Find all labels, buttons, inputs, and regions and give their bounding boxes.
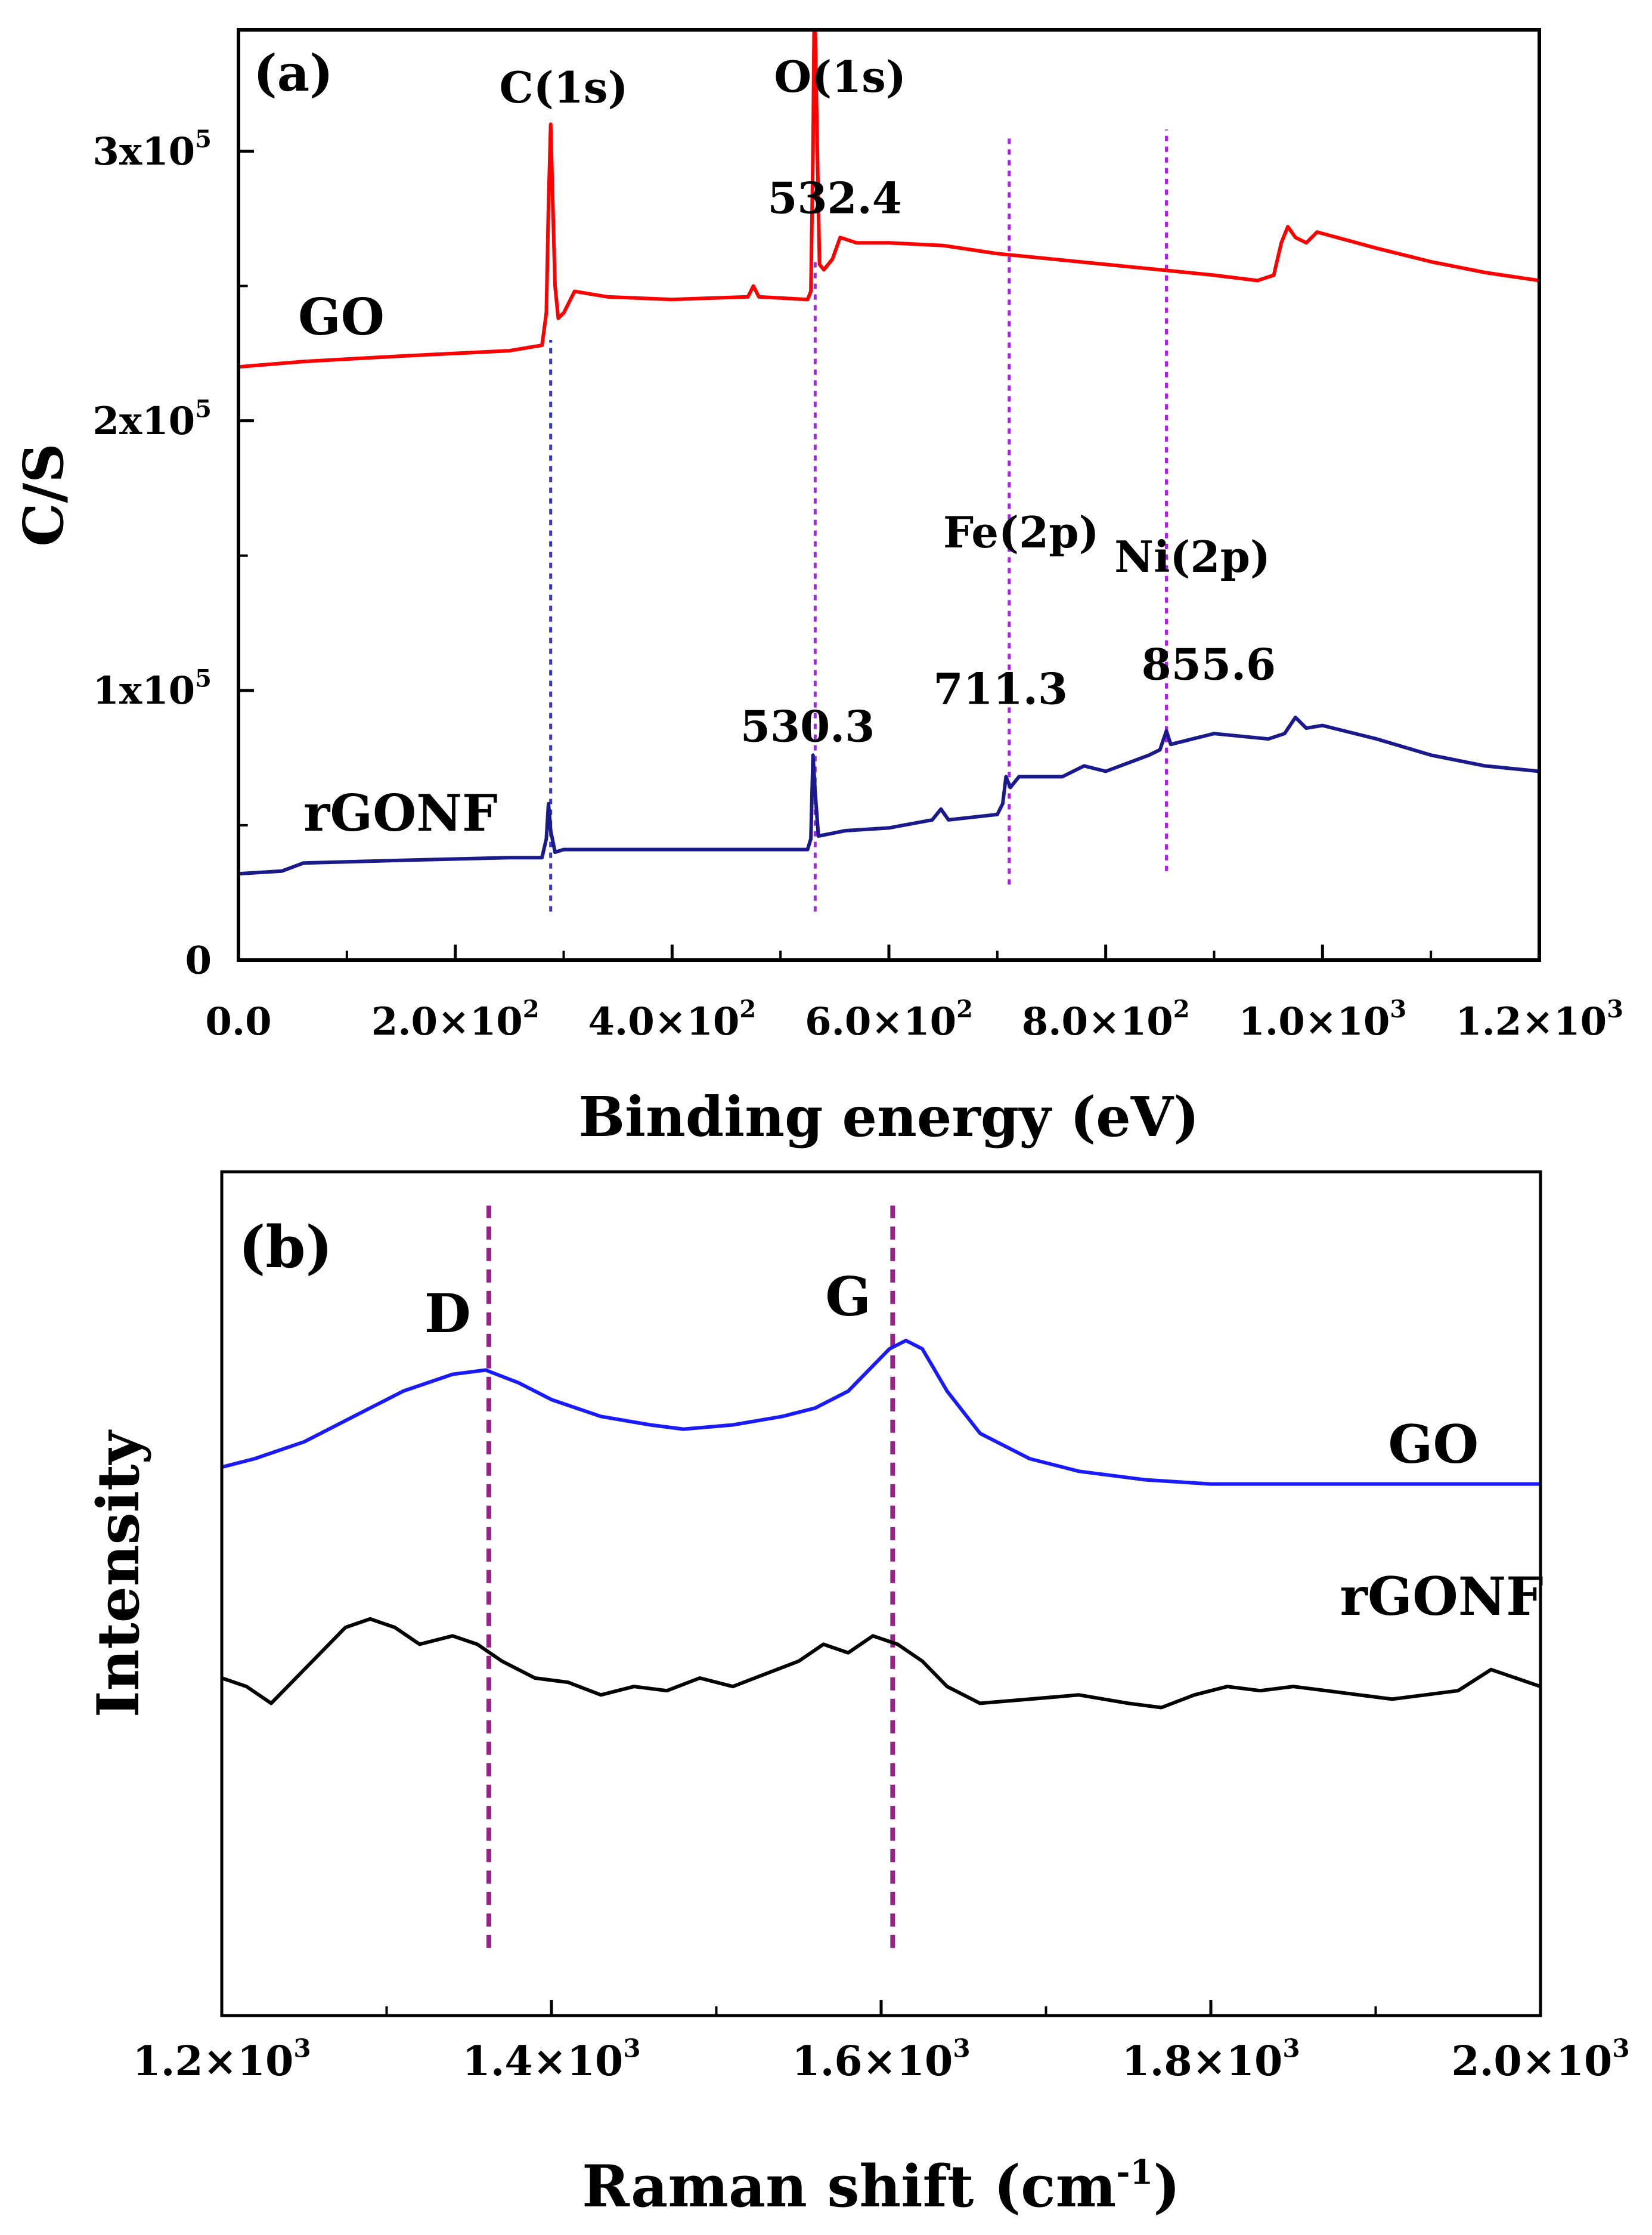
x-tick-label-6: 1.2×103 xyxy=(1455,995,1623,1044)
x-tick-label-0: 1.2×103 xyxy=(132,2033,311,2085)
series-line-go xyxy=(221,1339,1541,1486)
series-label-rgonf: rGONF xyxy=(1340,1565,1543,1627)
x-tick-label-3: 1.8×103 xyxy=(1121,2033,1300,2085)
y-tick-label-2: 2x105 xyxy=(92,395,212,444)
annotation-4: Ni(2p) xyxy=(1114,531,1270,582)
raman-x-ticks: 1.2×103 1.4×103 1.6×103 1.8×103 2.0×103 xyxy=(132,2000,1630,2085)
x-tick-label-2: 4.0×102 xyxy=(588,995,756,1044)
annotation-5: 530.3 xyxy=(740,701,875,752)
y-tick-label-3: 3x105 xyxy=(92,125,212,174)
x-tick-label-4: 2.0×103 xyxy=(1451,2033,1629,2085)
series-label-rgonf: rGONF xyxy=(303,784,498,843)
x-tick-label-0: 0.0 xyxy=(205,999,271,1044)
annotation-2: 532.4 xyxy=(767,172,901,223)
xps-series-labels: GO rGONF xyxy=(298,287,498,843)
raman-reference-lines xyxy=(486,1205,895,1948)
annotation-1: O(1s) xyxy=(774,51,906,102)
x-tick-label-1: 1.4×103 xyxy=(462,2033,640,2085)
xps-annotations: C(1s) O(1s) 532.4 Fe(2p) Ni(2p) 530.3 711.3 855… xyxy=(499,51,1276,752)
x-tick-label-1: 2.0×102 xyxy=(371,995,540,1044)
xps-series xyxy=(238,28,1540,876)
xps-x-axis-title: Binding energy (eV) xyxy=(578,1085,1199,1149)
annotation-1: G xyxy=(825,1265,871,1329)
raman-x-axis-title-main: Raman shift (cm xyxy=(582,2153,1116,2220)
xps-panel-label: (a) xyxy=(253,44,333,103)
series-line-rgonf xyxy=(221,1617,1541,1710)
annotation-3: Fe(2p) xyxy=(943,507,1099,558)
annotation-0: C(1s) xyxy=(499,62,628,113)
x-tick-label-2: 1.6×103 xyxy=(792,2033,970,2085)
raman-x-axis-title-exp: -1 xyxy=(1116,2153,1153,2192)
raman-x-axis-title-close: ) xyxy=(1153,2153,1180,2220)
series-label-go: GO xyxy=(1388,1413,1479,1475)
raman-y-axis-title: Intensity xyxy=(85,1429,152,1718)
xps-survey-panel: 0.0 2.0×102 4.0×102 6.0×102 8.0×102 1.0×103 1.… xyxy=(11,28,1623,1149)
y-tick-label-1: 1x105 xyxy=(92,664,212,713)
x-tick-label-4: 8.0×102 xyxy=(1022,995,1190,1044)
series-line-go xyxy=(238,28,1540,369)
annotation-6: 711.3 xyxy=(934,663,1068,714)
x-tick-label-3: 6.0×102 xyxy=(805,995,973,1044)
raman-panel-label: (b) xyxy=(238,1214,333,1281)
raman-x-axis-title: Raman shift (cm-1) xyxy=(582,2153,1180,2220)
annotation-7: 855.6 xyxy=(1142,639,1276,690)
series-label-go: GO xyxy=(298,287,385,346)
xps-x-ticks: 0.0 2.0×102 4.0×102 6.0×102 8.0×102 1.0×103 1.… xyxy=(205,945,1623,1044)
x-tick-label-5: 1.0×103 xyxy=(1238,995,1406,1044)
xps-y-ticks: 0 1x105 2x105 3x105 xyxy=(92,125,254,983)
annotation-0: D xyxy=(424,1282,471,1345)
raman-series xyxy=(221,1339,1541,1710)
raman-series-labels: GO rGONF xyxy=(1340,1413,1543,1627)
xps-y-axis-title: C/S xyxy=(11,443,76,546)
y-tick-label-0: 0 xyxy=(185,938,212,983)
series-line-rgonf xyxy=(238,716,1540,876)
